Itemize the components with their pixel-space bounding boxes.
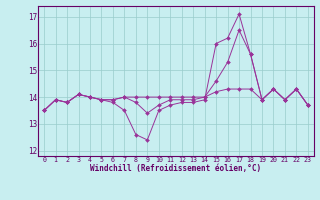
X-axis label: Windchill (Refroidissement éolien,°C): Windchill (Refroidissement éolien,°C)	[91, 164, 261, 173]
